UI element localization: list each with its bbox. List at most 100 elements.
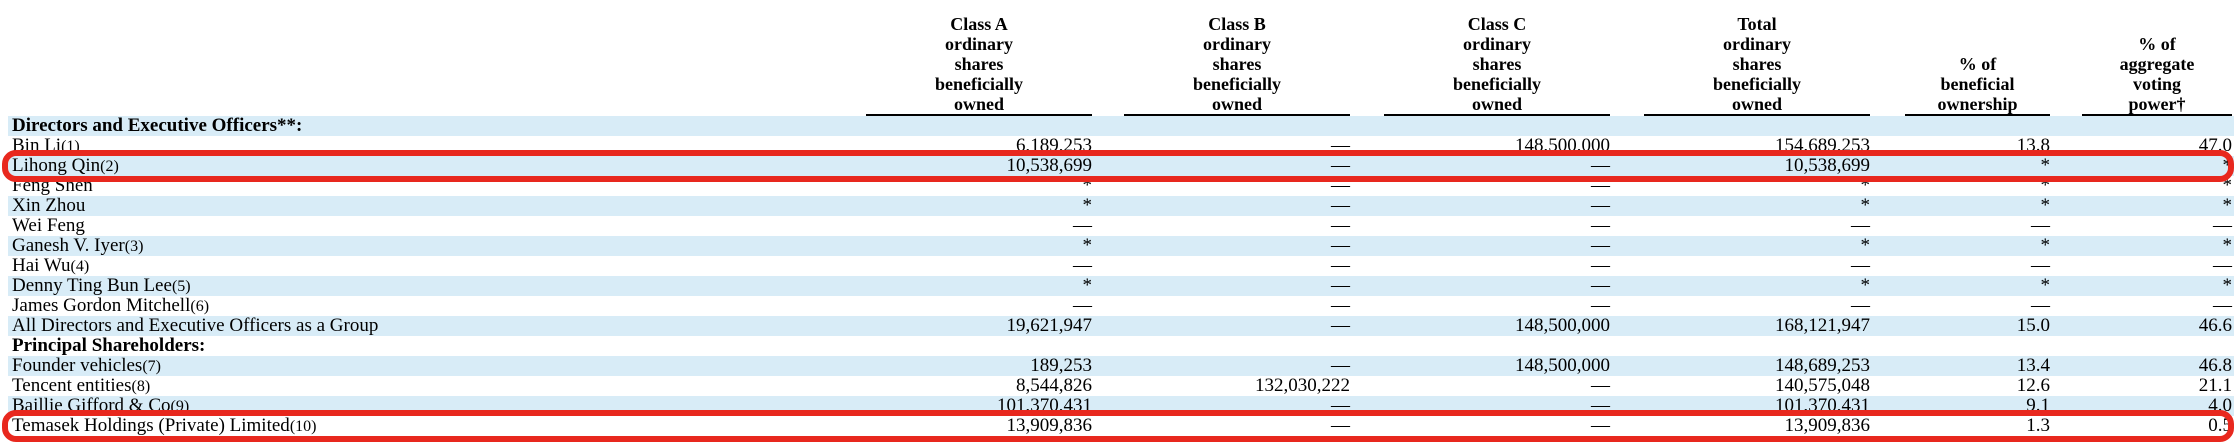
cell-class-c: — [1591,375,1610,396]
table-row: Feng Shen * — — * * * [8,176,2234,196]
cell-class-c: — [1591,195,1610,216]
table-row: Temasek Holdings (Private) Limited(10) 13… [8,416,2234,436]
cell-class-a: 6,189,253 [1016,135,1092,156]
row-label-text: Ganesh V. Iyer [12,235,125,256]
row-label-text: James Gordon Mitchell [12,295,191,316]
cell-pct-vote: 0.5 [2208,415,2232,436]
footnote-ref: (4) [70,258,90,275]
footnote-ref: (8) [131,378,151,395]
row-label-text: Tencent entities [12,375,132,396]
table-row: Denny Ting Bun Lee(5) * — — * * * [8,276,2234,296]
column-header-class-b: Class B ordinary shares beneficially own… [1124,14,1350,116]
cell-class-c: — [1591,395,1610,416]
cell-pct-vote: 21.1 [2198,375,2232,396]
cell-class-a: 10,538,699 [1006,155,1093,176]
row-label-text: Founder vehicles [12,355,143,376]
cell-class-a: 13,909,836 [1006,415,1093,436]
cell-total: * [1860,275,1871,296]
row-label-text: Temasek Holdings (Private) Limited [12,415,290,436]
cell-class-c: 148,500,000 [1515,355,1610,376]
cell-pct-vote: — [2213,295,2232,316]
cell-class-c: — [1591,275,1610,296]
cell-total: 10,538,699 [1784,155,1871,176]
table-row: All Directors and Executive Officers as … [8,316,2234,336]
table-row: Hai Wu(4) — — — — — — [8,256,2234,276]
cell-class-b: — [1331,295,1350,316]
footnote-ref: (7) [142,358,161,375]
cell-class-a: * [1082,175,1093,196]
cell-class-b: — [1331,195,1350,216]
cell-class-b: — [1331,175,1350,196]
cell-class-c: — [1591,295,1610,316]
cell-pct-vote: 46.8 [2198,355,2232,376]
cell-class-a: * [1082,275,1093,296]
row-label: Lihong Qin(2) [12,156,119,177]
table-row: Bin Li(1) 6,189,253 — 148,500,000 154,689,25… [8,136,2234,156]
cell-pct-own: * [2040,275,2051,296]
row-label: Ganesh V. Iyer(3) [12,236,143,257]
cell-pct-own: * [2040,155,2051,176]
row-label: Feng Shen [12,176,93,196]
column-header-text: % of aggregate voting power† [2119,34,2195,114]
column-header-pct-own: % of beneficial ownership [1905,14,2050,116]
cell-pct-own: — [2031,215,2050,236]
section-heading: Principal Shareholders: [12,336,205,356]
cell-class-b: — [1331,315,1350,336]
cell-class-b: — [1331,415,1350,436]
column-header-text: Class A ordinary shares beneficially own… [935,14,1023,114]
footnote-ref: (2) [100,158,119,175]
cell-class-c: — [1591,215,1610,236]
cell-class-a: 189,253 [1030,355,1092,376]
row-label-text: Wei Feng [12,215,85,236]
column-header-class-c: Class C ordinary shares beneficially own… [1384,14,1610,116]
cell-total: — [1851,255,1870,276]
footnote-ref: (9) [170,398,190,415]
cell-total: * [1860,195,1871,216]
cell-pct-vote: * [2222,235,2233,256]
cell-total: * [1860,235,1871,256]
cell-class-b: — [1331,255,1350,276]
cell-class-a: — [1073,215,1092,236]
column-header-text: Class B ordinary shares beneficially own… [1193,14,1281,114]
cell-pct-vote: 4.0 [2208,395,2232,416]
cell-total: 140,575,048 [1775,375,1870,396]
column-header-text: % of beneficial ownership [1937,54,2018,114]
section-heading: Directors and Executive Officers**: [12,116,302,136]
cell-total: — [1851,295,1870,316]
cell-pct-own: * [2040,195,2051,216]
cell-pct-vote: * [2222,195,2233,216]
cell-class-b: — [1331,275,1350,296]
row-label-text: Baillie Gifford & Co [12,395,171,416]
cell-pct-vote: — [2213,215,2232,236]
cell-class-c: — [1591,415,1610,436]
cell-pct-own: 13.8 [2016,135,2050,156]
cell-pct-own: 15.0 [2016,315,2050,336]
footnote-ref: (1) [61,138,80,155]
cell-pct-vote: — [2213,255,2232,276]
row-label: Bin Li(1) [12,136,80,157]
cell-total: 101,370,431 [1775,395,1870,416]
cell-pct-vote: * [2222,175,2233,196]
cell-class-c: — [1591,155,1610,176]
cell-pct-own: 12.6 [2016,375,2050,396]
cell-pct-own: — [2031,295,2050,316]
cell-class-b: — [1331,155,1350,176]
table-row: Lihong Qin(2) 10,538,699 — — 10,538,699 * * [8,156,2234,176]
row-label: Xin Zhou [12,196,85,216]
cell-total: 168,121,947 [1775,315,1870,336]
cell-pct-own: * [2040,235,2051,256]
cell-total: — [1851,215,1870,236]
column-header-class-a: Class A ordinary shares beneficially own… [866,14,1092,116]
footnote-ref: (6) [190,298,210,315]
cell-class-a: 101,370,431 [997,395,1092,416]
table-row: Xin Zhou * — — * * * [8,196,2234,216]
cell-pct-vote: * [2222,155,2233,176]
row-label: Temasek Holdings (Private) Limited(10) [12,416,316,437]
row-label-text: Feng Shen [12,175,93,196]
footnote-ref: (10) [289,418,317,435]
row-label: James Gordon Mitchell(6) [12,296,209,317]
footnote-ref: (5) [171,278,191,295]
column-header-text: Class C ordinary shares beneficially own… [1453,14,1541,114]
table-row: Baillie Gifford & Co(9) 101,370,431 — — 101,… [8,396,2234,416]
row-label: Hai Wu(4) [12,256,89,277]
